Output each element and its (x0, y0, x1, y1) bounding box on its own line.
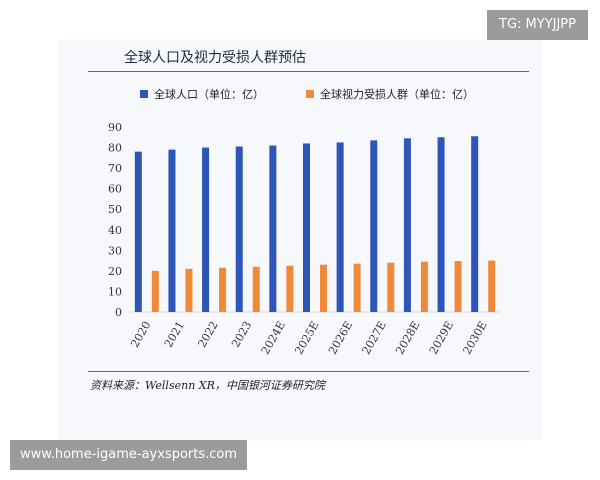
bar-population (235, 146, 243, 312)
bar-impaired (387, 262, 395, 312)
chart-title: 全球人口及视力受损人群预估 (124, 50, 306, 66)
bar-population (269, 145, 277, 312)
source-divider (88, 371, 529, 372)
bar-population (437, 137, 445, 312)
x-tick-label: 2024E (259, 319, 288, 357)
x-tick-label: 2025E (292, 319, 321, 357)
legend-label-impaired: 全球视力受损人群（单位：亿） (320, 88, 474, 101)
bar-impaired (185, 268, 193, 312)
bar-impaired (320, 264, 327, 312)
x-tick-label: 2022 (195, 319, 220, 350)
x-tick-label: 2030E (461, 319, 490, 357)
bar-impaired (252, 266, 260, 312)
x-tick-label: 2021 (162, 319, 187, 350)
legend-item-population: 全球人口（单位：亿） (140, 86, 264, 102)
bar-impaired (454, 261, 462, 312)
bar-impaired (420, 261, 428, 312)
bar-population (134, 151, 142, 312)
bar-population (403, 138, 411, 312)
x-tick-label: 2029E (427, 319, 456, 357)
watermark-bottom: www.home-igame-ayxsports.com (10, 440, 248, 470)
bar-impaired (286, 265, 294, 312)
bar-impaired (353, 263, 361, 312)
source-note: 资料来源：Wellsenn XR，中国银河证券研究院 (90, 379, 325, 392)
bar-population (336, 142, 344, 312)
y-tick-label: 10 (108, 285, 122, 298)
watermark-top: TG: MYYJJPP (487, 10, 588, 40)
bar-impaired (219, 267, 227, 312)
y-tick-label: 0 (115, 306, 122, 319)
bar-population (202, 147, 210, 312)
legend-swatch-population (140, 90, 148, 98)
y-tick-label: 60 (108, 183, 122, 196)
bar-impaired (151, 270, 159, 312)
legend-swatch-impaired (306, 90, 314, 98)
bar-population (471, 136, 479, 312)
bar-impaired (488, 260, 496, 312)
x-tick-label: 2027E (360, 319, 389, 357)
bar-population (168, 149, 176, 312)
y-tick-label: 70 (108, 162, 122, 175)
y-tick-label: 90 (108, 121, 122, 134)
y-tick-label: 50 (108, 203, 122, 216)
title-divider (88, 71, 529, 72)
y-tick-label: 20 (108, 265, 122, 278)
bar-population (370, 140, 378, 312)
x-tick-label: 2020 (128, 319, 153, 350)
x-tick-label: 2023 (229, 319, 254, 350)
x-tick-label: 2026E (326, 319, 355, 357)
x-tick-label: 2028E (393, 319, 422, 357)
y-tick-label: 30 (108, 244, 122, 257)
legend-label-population: 全球人口（单位：亿） (154, 88, 264, 101)
y-tick-label: 80 (108, 142, 122, 155)
y-tick-label: 40 (108, 224, 122, 237)
bar-population (303, 143, 310, 312)
legend-item-impaired: 全球视力受损人群（单位：亿） (306, 86, 474, 102)
